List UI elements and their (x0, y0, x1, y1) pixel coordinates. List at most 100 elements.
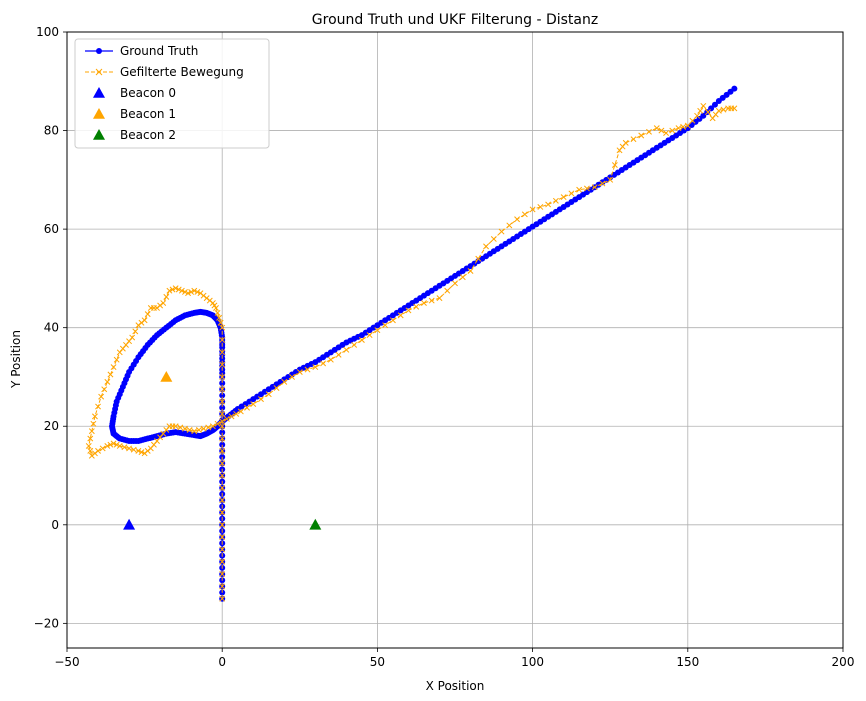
y-axis-label: Y Position (9, 330, 23, 389)
filtered-point (116, 349, 123, 356)
filtered-point (191, 428, 198, 435)
filtered-point (289, 374, 295, 380)
chart-title: Ground Truth und UKF Filterung - Distanz (312, 12, 598, 28)
filtered-point (599, 180, 606, 187)
legend-label: Beacon 0 (120, 86, 176, 100)
filtered-point (552, 197, 559, 204)
legend-entry: Beacon 1 (93, 107, 176, 121)
filtered-point (135, 447, 142, 454)
legend-label: Gefilterte Bewegung (120, 65, 244, 79)
filtered-point (219, 509, 226, 516)
filtered-point (244, 404, 250, 411)
filtered-point (219, 361, 226, 368)
y-tick-label: 0 (51, 518, 59, 532)
filtered-point (720, 106, 727, 113)
filtered-point (172, 285, 179, 292)
filtered-point (200, 425, 207, 432)
series-ground-truth-points (109, 85, 738, 602)
filtered-point (444, 287, 451, 294)
filtered-point (514, 216, 521, 223)
filtered-point (405, 307, 412, 314)
axes-frame (66, 31, 844, 649)
filtered-point (214, 420, 221, 427)
filtered-point (583, 185, 590, 192)
filtered-point (195, 426, 202, 433)
filtered-point (175, 286, 182, 293)
filtered-point (219, 435, 226, 442)
filtered-point (529, 206, 536, 213)
filtered-point (675, 125, 682, 132)
legend-entry: Ground Truth (85, 44, 198, 58)
x-tick-label: 50 (370, 655, 385, 669)
filtered-point (680, 123, 687, 130)
filtered-point (219, 410, 226, 417)
filtered-point (113, 356, 120, 363)
legend-entry: Gefilterte Bewegung (85, 65, 244, 79)
legend-label: Ground Truth (120, 44, 198, 58)
filtered-point (219, 534, 226, 541)
filtered-point (110, 364, 117, 371)
filtered-point (219, 386, 226, 393)
legend-label: Beacon 1 (120, 107, 176, 121)
filtered-point (110, 440, 117, 447)
legend-entry: Beacon 2 (93, 128, 176, 142)
legend-beacon-2-marker (93, 129, 105, 140)
x-tick-label: 200 (832, 655, 855, 669)
filtered-point (219, 324, 226, 331)
filtered-point (191, 287, 198, 294)
filtered-point (147, 305, 154, 311)
filtered-point (88, 428, 95, 435)
x-tick-label: 0 (218, 655, 226, 669)
ground-truth-point (731, 85, 738, 92)
filtered-point (576, 186, 583, 193)
filtered-point (116, 442, 123, 449)
filtered-point (622, 139, 629, 146)
filtered-point (304, 366, 311, 373)
filtered-point (452, 280, 458, 287)
ground-truth-point (711, 101, 718, 108)
filtered-point (178, 287, 185, 294)
legend-entry: Beacon 0 (93, 86, 176, 100)
filtered-point (611, 162, 618, 169)
filtered-point (219, 447, 226, 454)
filtered-point (421, 300, 427, 306)
filtered-point (233, 410, 240, 417)
beacon-0-marker (123, 518, 136, 530)
filtered-point (219, 546, 226, 553)
filtered-point (700, 102, 707, 109)
filtered-point (104, 442, 111, 449)
filtered-point (219, 595, 226, 602)
legend-ground-truth-marker (96, 48, 102, 54)
legend-box (74, 38, 270, 149)
filtered-point (428, 297, 435, 304)
filtered-point (459, 274, 466, 281)
filtered-point (545, 201, 552, 208)
filtered-point (138, 449, 145, 456)
filtered-point (90, 420, 97, 427)
filtered-point (214, 309, 221, 316)
legend-beacon-0-marker (93, 87, 105, 98)
filtered-point (99, 445, 106, 452)
filtered-point (205, 424, 212, 431)
filtered-point (653, 125, 660, 132)
y-tick-label: 20 (44, 419, 59, 433)
legend-beacon-1-marker (93, 108, 105, 119)
filtered-point (216, 314, 223, 321)
plot-area (85, 85, 738, 602)
y-tick-label: −20 (34, 616, 59, 630)
filtered-point (358, 337, 365, 343)
filtered-point (98, 393, 105, 400)
filtered-point (172, 423, 179, 430)
filtered-point (607, 176, 614, 183)
filtered-point (219, 521, 226, 528)
filtered-point (104, 378, 111, 385)
filtered-point (475, 255, 482, 262)
filtered-point (228, 413, 235, 420)
filtered-point (591, 184, 598, 191)
filtered-point (397, 312, 404, 319)
filtered-point (186, 426, 193, 433)
beacon-2-marker (309, 518, 322, 530)
filtered-point (506, 222, 513, 229)
filtered-point (630, 136, 637, 143)
